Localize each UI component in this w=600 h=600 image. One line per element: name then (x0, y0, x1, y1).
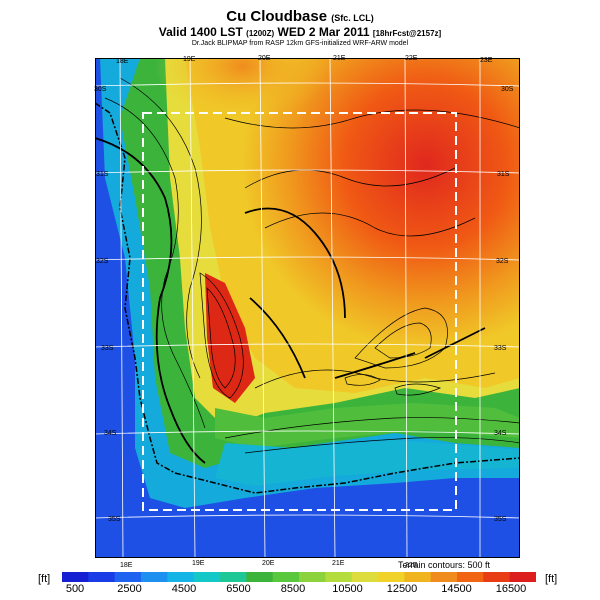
lat-lon-grid (95, 58, 520, 558)
scale-tick-label: 2500 (117, 583, 142, 595)
nested-domain-box (142, 112, 457, 511)
scale-color-swatch (114, 572, 142, 582)
scale-color-swatch (299, 572, 326, 582)
scale-color-swatch (220, 572, 247, 582)
terrain-contour-note: Terrain contours: 500 ft (398, 560, 491, 570)
scale-color-swatch (404, 572, 432, 582)
scale-color-swatch (246, 572, 274, 582)
north-warm-patch (155, 58, 405, 218)
lon-label-bottom: 22E (405, 562, 418, 569)
lat-label-right: 35S (494, 516, 507, 523)
scale-color-swatch (378, 572, 405, 582)
scale-color-swatch (483, 572, 511, 582)
lon-label-top: 19E (183, 56, 196, 63)
lat-label-left: 35S (108, 516, 121, 523)
color-scale-bar (62, 572, 536, 582)
scale-color-swatch (167, 572, 195, 582)
southern-cyan-coast (215, 440, 520, 486)
lat-label-left: 31S (96, 171, 109, 178)
lat-label-right: 30S (501, 86, 514, 93)
lon-label-bottom: 21E (332, 560, 345, 567)
map-title: Cu Cloudbase (Sfc. LCL) (226, 8, 374, 25)
mountain-red-ridge (205, 273, 255, 403)
lat-label-right: 31S (497, 171, 510, 178)
lat-label-right: 34S (494, 430, 507, 437)
scale-tick-label: 6500 (226, 583, 251, 595)
coastline (95, 102, 520, 494)
scale-color-swatch (193, 572, 221, 582)
scale-tick-label: 14500 (441, 583, 472, 595)
scale-tick-label: 500 (65, 583, 85, 595)
lon-label-top: 20E (258, 55, 271, 62)
lat-label-right: 32S (496, 258, 509, 265)
lat-label-left: 32S (96, 258, 109, 265)
thick-contours (95, 137, 486, 464)
scale-unit-right: [ft] (545, 573, 558, 585)
scale-tick-label: 12500 (386, 583, 418, 595)
model-credit: Dr.Jack BLIPMAP from RASP 12km GFS-initi… (191, 40, 409, 47)
scale-color-swatch (62, 572, 89, 582)
scale-tick-label: 16500 (495, 583, 527, 595)
scale-tick-label: 10500 (332, 583, 363, 595)
scale-tick-label: 8500 (280, 583, 306, 595)
lat-label-left: 33S (101, 345, 114, 352)
scale-color-swatch (325, 572, 353, 582)
lon-label-top: 18E (116, 58, 129, 65)
scale-color-swatch (88, 572, 116, 582)
lon-label-bottom: 20E (262, 560, 275, 567)
lat-label-left: 34S (104, 430, 117, 437)
cloudbase-map (95, 58, 520, 558)
lat-label-right: 33S (494, 345, 507, 352)
lon-label-top: 23E (480, 57, 493, 64)
scale-unit-left: [ft] (38, 573, 51, 585)
lon-label-top: 21E (333, 55, 346, 62)
scale-color-swatch (351, 572, 379, 582)
scale-color-swatch (272, 572, 300, 582)
scale-color-swatch (509, 572, 536, 582)
scale-color-swatch (430, 572, 458, 582)
lat-label-left: 30S (94, 86, 107, 93)
scale-color-swatch (457, 572, 484, 582)
lon-label-top: 22E (405, 55, 418, 62)
lon-label-bottom: 18E (120, 562, 133, 569)
lon-label-bottom: 19E (192, 560, 205, 567)
coastal-green-belt (215, 403, 520, 448)
scale-tick-label: 4500 (171, 583, 197, 595)
scale-color-swatch (141, 572, 168, 582)
map-subtitle: Valid 1400 LST (1200Z) WED 2 Mar 2011 [1… (158, 25, 442, 39)
